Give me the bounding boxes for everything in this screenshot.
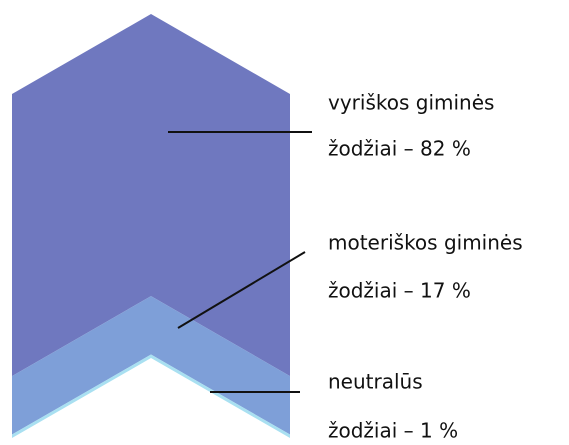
label-value: žodžiai – 17 % [328, 279, 471, 303]
label-name: neutralūs [328, 370, 423, 394]
chevron-band [12, 296, 290, 435]
label-value: žodžiai – 1 % [328, 419, 458, 443]
leader-line [177, 251, 306, 329]
label-value: žodžiai – 82 % [328, 137, 471, 161]
label-name: vyriškos giminės [328, 91, 494, 115]
label-name: moteriškos giminės [328, 231, 523, 255]
chevron-band [12, 14, 290, 377]
